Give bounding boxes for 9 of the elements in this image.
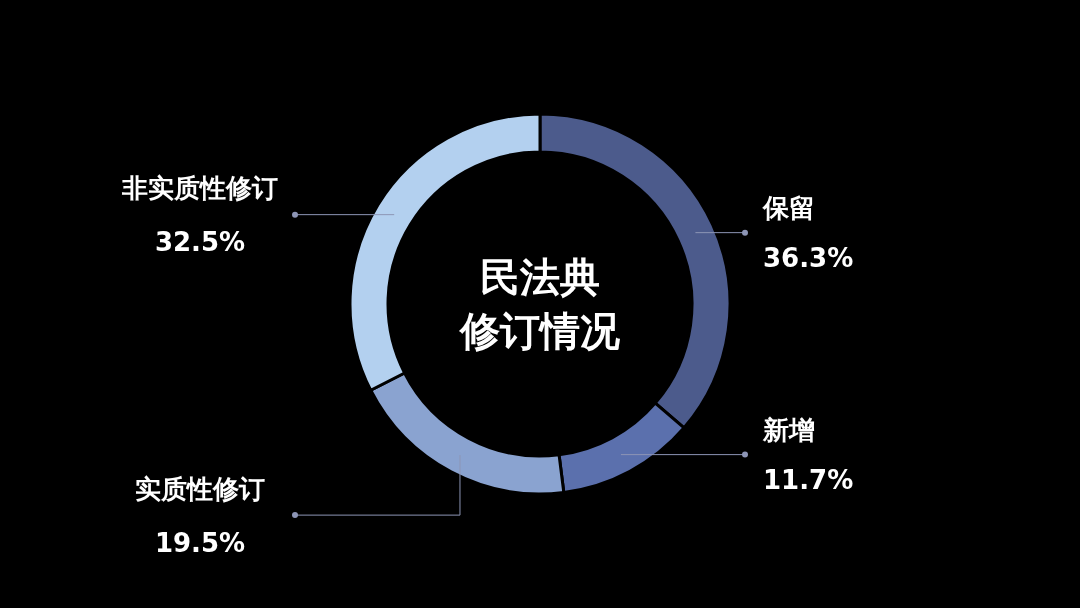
slice-label: 保留 (762, 193, 815, 224)
data-label: 32.5% (154, 227, 246, 258)
data-label: 19.5% (154, 527, 246, 558)
data-label: 11.7% (763, 465, 854, 496)
slice-label: 实质性修订 (135, 473, 265, 504)
text: 民法典修订情况 (458, 253, 621, 356)
data-label: 36.3% (763, 243, 854, 274)
slice-label: 新增 (762, 415, 815, 446)
slice-label: 非实质性修订 (121, 173, 278, 204)
